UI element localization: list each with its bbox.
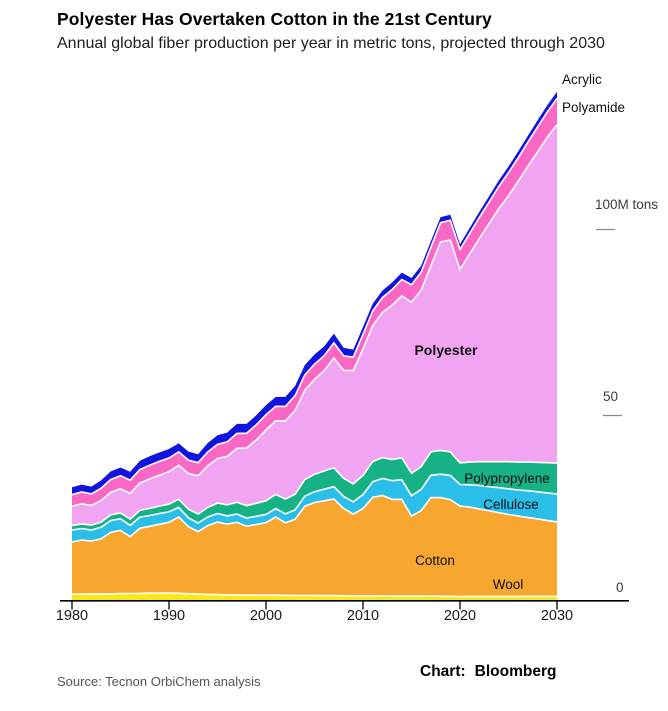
area-cotton: [72, 495, 557, 597]
x-tick-label-1980: 1980: [55, 608, 89, 624]
separator-above-polyamide: [71, 98, 558, 496]
y-tick-label-100m: 100M tons: [595, 197, 659, 212]
y-tick-label-50: 50: [603, 389, 619, 404]
series-label-cellulose: Cellulose: [483, 497, 539, 512]
area-polyester: [72, 124, 557, 526]
separator-above-polypropylene: [71, 449, 558, 527]
source-line: Source: Tecnon OrbiChem analysis: [57, 674, 261, 689]
separator-above-wool: [72, 592, 557, 598]
chart-credit-label: Chart:: [420, 663, 466, 680]
series-label-acrylic: Acrylic: [562, 72, 602, 87]
separator-above-polyester: [71, 124, 558, 508]
chart-subtitle: Annual global fiber production per year …: [57, 35, 605, 52]
x-tick-label-2000: 2000: [249, 608, 283, 624]
x-tick-label-2020: 2020: [443, 608, 477, 624]
area-polypropylene: [72, 450, 557, 531]
area-cellulose: [72, 474, 557, 542]
series-label-cotton: Cotton: [415, 553, 455, 568]
y-tick-label-0: 0: [616, 580, 624, 595]
area-wool: [72, 593, 557, 600]
x-tick-label-2010: 2010: [346, 608, 380, 624]
x-tick-label-1990: 1990: [152, 608, 186, 624]
chart-title: Polyester Has Overtaken Cotton in the 21…: [57, 9, 492, 29]
series-label-wool: Wool: [492, 577, 524, 592]
separator-above-cellulose: [71, 473, 558, 531]
chart-credit: Chart: Bloomberg: [420, 663, 556, 681]
series-label-polyester: Polyester: [414, 342, 478, 358]
series-label-polyamide: Polyamide: [562, 100, 626, 115]
chart-credit-brand: Bloomberg: [474, 663, 557, 680]
series-label-polypropylene: Polypropylene: [464, 471, 550, 486]
x-tick-label-2030: 2030: [540, 608, 574, 624]
separator-above-cotton: [71, 494, 558, 543]
